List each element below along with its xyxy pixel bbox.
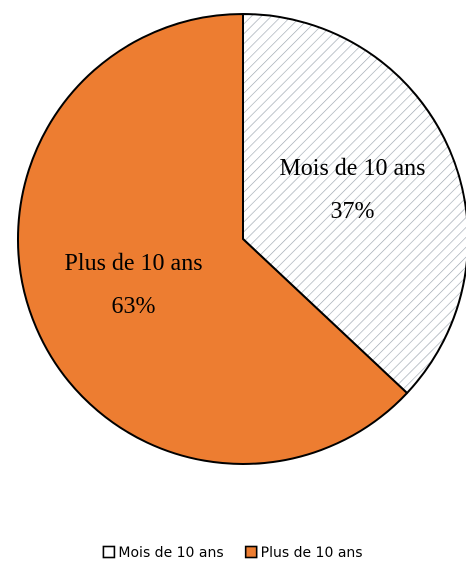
slice-value-label: 63% — [112, 293, 156, 319]
legend-swatch — [102, 545, 116, 559]
legend-label: Plus de 10 ans — [261, 545, 363, 561]
legend-label: Mois de 10 ans — [118, 545, 223, 561]
pie-slice — [17, 13, 409, 465]
slice-value-label: 37% — [330, 198, 374, 224]
legend-swatch — [244, 545, 258, 559]
slice-category-label: Plus de 10 ans — [65, 250, 203, 276]
pie-slice — [242, 13, 466, 395]
legend: Mois de 10 ans Plus de 10 ans — [102, 545, 363, 561]
slice-category-label: Mois de 10 ans — [279, 155, 425, 181]
